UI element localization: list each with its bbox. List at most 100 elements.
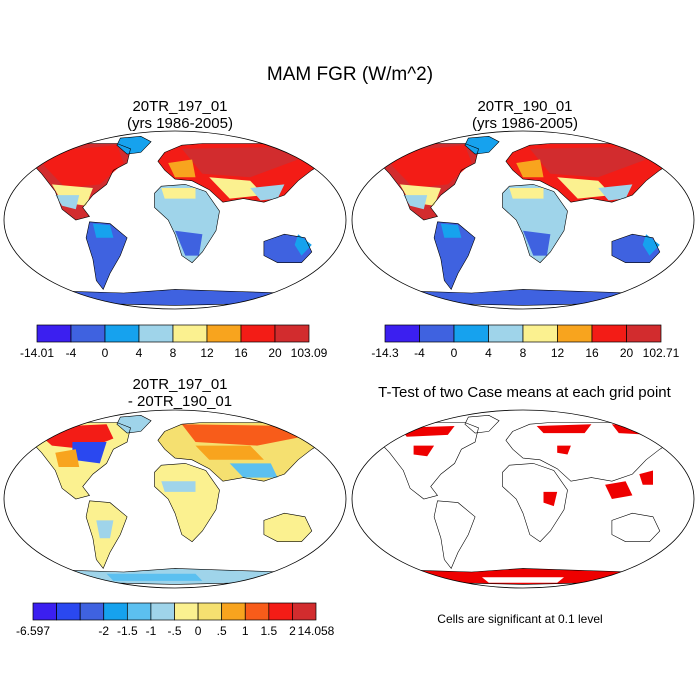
colorbar-3-label-8: 1.5 [260, 624, 277, 638]
map-4-coast-nam [372, 422, 479, 500]
colorbar-3-box-5 [150, 602, 175, 621]
map-3-field-6 [96, 520, 114, 539]
map-2-coast-sam [433, 221, 476, 290]
colorbar-1-box-3 [138, 324, 174, 343]
colorbar-3-label-0: -6.597 [16, 624, 50, 638]
colorbar-1-label-7: 20 [268, 346, 282, 360]
colorbar-3-label-6: .5 [217, 624, 227, 638]
colorbar-2-box-7 [626, 324, 662, 343]
panel-2-title-line-2: (yrs 1986-2005) [472, 115, 578, 132]
map-panel-3 [3, 409, 347, 589]
map-3-field-15 [106, 573, 203, 581]
colorbar-3-box-8 [221, 602, 246, 621]
map-2-field-16 [642, 234, 660, 256]
map-3-coast-greenland [116, 414, 152, 434]
colorbar-2-label-8: 102.71 [643, 346, 680, 360]
map-2-field-3 [403, 195, 428, 210]
colorbar-2-label-1: -4 [414, 346, 425, 360]
map-4-field-13 [639, 470, 653, 485]
map-1-field-10 [209, 177, 264, 199]
colorbar-3-box-2 [79, 602, 105, 621]
map-1-coast-greenland [116, 135, 152, 155]
figure-title: MAM FGR (W/m^2) [266, 64, 434, 85]
map-1-field-16 [294, 234, 312, 256]
map-border-4 [351, 409, 695, 589]
colorbar-3-box-6 [174, 602, 199, 621]
map-3-field-9 [195, 445, 264, 460]
map-4-field-0 [372, 422, 479, 499]
map-2-field-14 [509, 188, 544, 199]
map-3-coast-eur [157, 422, 330, 482]
colorbar-1-box-7 [274, 324, 310, 343]
panel-3-title: 20TR_197_01 - 20TR_190_01 [40, 376, 320, 410]
map-4-coast-afr [502, 463, 568, 543]
map-3-coast-nam [24, 422, 131, 500]
colorbar-3-label-9: 2 [289, 624, 296, 638]
colorbar-3-box-0 [32, 602, 57, 621]
colorbar-3-box-7 [197, 602, 223, 621]
map-4-field-10 [557, 445, 571, 455]
colorbar-2-label-3: 4 [485, 346, 492, 360]
colorbar-1-label-4: 8 [170, 346, 177, 360]
map-4-field-7 [413, 445, 435, 457]
map-3-field-3 [55, 449, 80, 467]
map-1-field-6 [92, 223, 114, 238]
panel-1-title-line-1: 20TR_197_01 [132, 98, 228, 115]
colorbar-2-label-0: -14.3 [371, 346, 399, 360]
colorbar-1-box-2 [104, 324, 140, 343]
map-1-field-13 [175, 230, 203, 256]
map-4-field-15 [482, 577, 564, 583]
panel-1-title: 20TR_197_01 (yrs 1986-2005) [40, 98, 320, 132]
map-2-field-6 [440, 223, 462, 238]
map-4-field-4 [502, 463, 568, 542]
map-2-coast-eur [505, 143, 678, 203]
significance-note: Cells are significant at 0.1 level [437, 612, 603, 626]
map-3-field-4 [116, 415, 152, 434]
colorbar-3-label-1: -2 [98, 624, 109, 638]
colorbar-2-label-7: 20 [620, 346, 634, 360]
colorbar-1-box-6 [240, 324, 276, 343]
map-4-field-12 [605, 481, 633, 499]
map-1-coast-eur [157, 143, 330, 203]
map-4-field-2 [434, 500, 476, 569]
colorbar-3-box-3 [103, 602, 128, 621]
map-2-field-10 [557, 177, 612, 199]
colorbar-1-box-1 [70, 324, 106, 343]
colorbar-2-box-4 [522, 324, 558, 343]
map-3-coast-sam [85, 500, 128, 569]
panel-2-title: 20TR_190_01 (yrs 1986-2005) [385, 98, 665, 132]
map-4-coast-greenland [464, 414, 500, 434]
colorbar-2-box-2 [453, 324, 489, 343]
colorbar-3-label-3: -1 [146, 624, 157, 638]
colorbar-2-box-1 [419, 324, 455, 343]
map-2-field-12 [502, 184, 568, 263]
colorbar-1-label-2: 0 [102, 346, 109, 360]
map-1-field-3 [55, 195, 80, 210]
colorbar-1-label-8: 103.09 [291, 346, 328, 360]
panel-1-title-line-2: (yrs 1986-2005) [127, 115, 233, 132]
colorbar-1: -14.01 -4 0 4 8 12 16 20 103.09 [20, 324, 328, 360]
map-panel-4 [351, 409, 695, 589]
map-1-field-1 [38, 145, 124, 188]
map-4-field-1 [464, 415, 500, 434]
colorbar-2: -14.3 -4 0 4 8 12 16 20 102.71 [371, 324, 680, 360]
colorbar-1-box-4 [172, 324, 208, 343]
map-border-3 [3, 409, 347, 589]
colorbar-2-box-6 [591, 324, 627, 343]
map-3-field-10 [229, 463, 278, 478]
panel-4-title-line-1: T-Test of two Case means at each grid po… [378, 384, 671, 401]
map-1-field-5 [86, 221, 128, 290]
map-2-field-13 [523, 230, 551, 256]
colorbar-1-label-6: 16 [234, 346, 248, 360]
colorbar-3-box-10 [268, 602, 293, 621]
map-1-field-9 [168, 159, 196, 178]
map-1-coast-afr [154, 184, 220, 264]
map-1-field-11 [250, 184, 285, 201]
colorbar-1-label-5: 12 [200, 346, 214, 360]
map-3-field-2 [72, 442, 107, 464]
panel-3-title-line-1: 20TR_197_01 [132, 376, 228, 393]
colorbar-3-label-7: 1 [242, 624, 249, 638]
map-4-field-5 [611, 513, 660, 542]
colorbar-3: -6.597 -2 -1.5 -1 -.5 0 .5 1 1.5 2 14.058 [16, 602, 335, 638]
